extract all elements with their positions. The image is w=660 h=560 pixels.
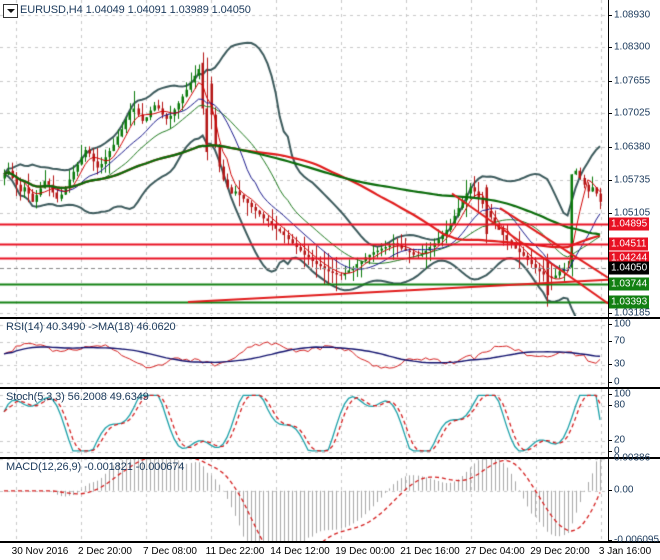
stoch-tick-label: 80: [614, 399, 626, 411]
axis-tick: [608, 451, 612, 452]
rsi-plot-canvas[interactable]: [0, 319, 608, 387]
time-axis-label: 7 Dec 08:00: [143, 546, 197, 557]
axis-line: [608, 0, 609, 318]
stochastic-indicator-panel[interactable]: [0, 388, 660, 458]
axis-tick: [608, 489, 612, 491]
macd-tick-label: -0.006095: [614, 534, 660, 546]
macd-tick-label: 0.00: [614, 484, 634, 496]
time-axis-label: 21 Dec 16:00: [400, 546, 460, 557]
rsi-tick-label: 70: [614, 335, 626, 347]
time-axis-label: 27 Dec 04:00: [465, 546, 525, 557]
stoch-title: Stoch(5,3,3) 56.2008 49.6349: [6, 391, 149, 403]
axis-tick: [608, 405, 612, 407]
axis-line: [608, 318, 609, 388]
axis-tick: [608, 364, 612, 366]
axis-line: [608, 458, 609, 542]
axis-tick: [608, 439, 612, 441]
axis-tick: [608, 180, 612, 182]
stoch-tick-label: 20: [614, 434, 626, 446]
axis-tick: [608, 146, 612, 148]
symbol-ohlc-header: EURUSD,H4 1.04049 1.04091 1.03989 1.0405…: [20, 4, 251, 16]
time-axis-label: 2 Dec 20:00: [78, 546, 132, 557]
price-tick-label: 1.06380: [614, 141, 651, 153]
price-tick-label: 1.05105: [614, 207, 651, 219]
price-tick-label: 1.03185: [614, 307, 651, 319]
price-tick-label: 1.08300: [614, 41, 651, 53]
axis-tick: [608, 312, 612, 314]
rsi-title: RSI(14) 40.3490 ->MA(18) 46.0620: [6, 321, 176, 333]
macd-plot-canvas[interactable]: [0, 459, 608, 541]
price-tick-label: 1.05735: [614, 174, 651, 186]
time-axis-label: 3 Jan 16:00: [598, 546, 652, 557]
axis-tick: [608, 14, 612, 16]
price-label-support[interactable]: 1.03393: [609, 295, 650, 309]
axis-tick: [608, 113, 612, 115]
axis-tick: [608, 80, 612, 82]
time-axis[interactable]: 30 Nov 2016 2 Dec 20:00 7 Dec 08:00 11 Dec …: [0, 542, 660, 560]
axis-tick: [608, 540, 612, 541]
stoch-axis: 100 80 20 0: [608, 388, 660, 458]
rsi-tick-label: 0: [614, 376, 620, 388]
time-axis-label: 19 Dec 00:00: [335, 546, 395, 557]
price-chart-panel[interactable]: [0, 0, 660, 318]
price-label-resistance[interactable]: 1.04244: [609, 251, 650, 265]
time-axis-label: 30 Nov 2016: [11, 546, 69, 557]
rsi-tick-label: 100: [614, 318, 631, 330]
time-axis-label: 14 Dec 12:00: [270, 546, 330, 557]
price-label-resistance[interactable]: 1.04511: [609, 237, 649, 251]
chevron-down-icon[interactable]: [3, 4, 18, 18]
price-label-support[interactable]: 1.03744: [609, 277, 650, 291]
macd-title: MACD(12,26,9) -0.001821 -0.000674: [6, 461, 185, 473]
macd-tick-label: 0.00386: [614, 452, 651, 464]
time-axis-label: 11 Dec 22:00: [205, 546, 265, 557]
price-label-resistance[interactable]: 1.04895: [609, 217, 650, 231]
stoch-plot-canvas[interactable]: [0, 389, 608, 457]
price-axis[interactable]: 1.08930 1.08300 1.07655 1.07025 1.06380 1.057…: [608, 0, 660, 318]
price-label-current-price[interactable]: 1.04050: [609, 261, 650, 275]
axis-line: [608, 388, 609, 458]
axis-tick: [608, 458, 612, 459]
price-tick-label: 1.07025: [614, 107, 651, 119]
rsi-indicator-panel[interactable]: [0, 318, 660, 388]
macd-indicator-panel[interactable]: [0, 458, 660, 542]
price-tick-label: 1.07655: [614, 75, 651, 87]
axis-tick: [608, 341, 612, 343]
macd-axis: 0.00386 0.00 -0.006095: [608, 453, 660, 546]
price-plot-canvas[interactable]: [0, 0, 608, 316]
stoch-tick-label: 0: [614, 445, 620, 457]
price-tick-label: 1.08930: [614, 9, 651, 21]
rsi-axis: 100 70 30 0: [608, 318, 660, 388]
axis-tick: [608, 323, 612, 325]
axis-tick: [608, 47, 612, 49]
axis-tick: [608, 213, 612, 214]
stoch-tick-label: 100: [614, 388, 631, 400]
axis-tick: [608, 393, 612, 395]
axis-tick: [608, 382, 612, 383]
rsi-tick-label: 30: [614, 358, 626, 370]
time-axis-label: 29 Dec 20:00: [530, 546, 590, 557]
